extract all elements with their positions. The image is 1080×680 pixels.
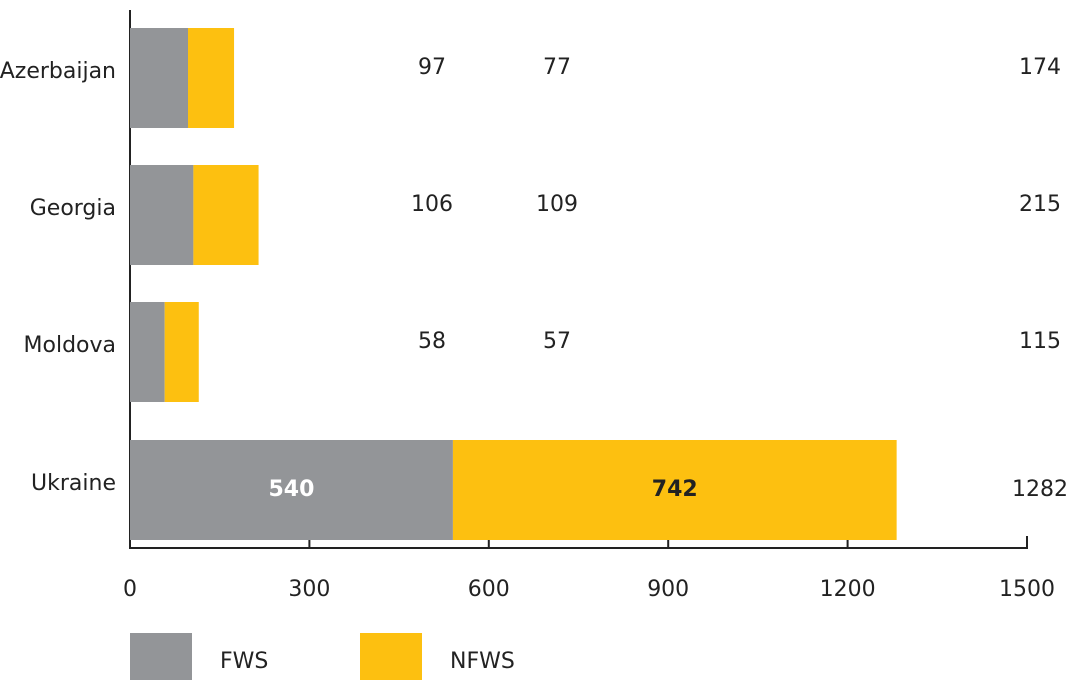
- data-label: 106: [411, 192, 453, 217]
- legend-label: NFWS: [450, 649, 515, 674]
- y-tick-label: Moldova: [24, 333, 116, 358]
- bar-segment: [130, 302, 165, 402]
- total-label: 1282: [1012, 477, 1068, 502]
- y-tick-label: Georgia: [30, 196, 116, 221]
- data-label: 97: [418, 55, 446, 80]
- data-label: 540: [268, 477, 314, 502]
- total-label: 115: [1019, 329, 1061, 354]
- legend-swatch: [130, 633, 192, 680]
- bar-segment: [452, 440, 897, 540]
- legend-label: FWS: [220, 649, 268, 674]
- x-tick-label: 900: [647, 577, 689, 602]
- y-tick-label: Azerbaijan: [0, 59, 116, 84]
- data-label: 109: [536, 192, 578, 217]
- bar-segment: [188, 28, 235, 128]
- y-tick-label: Ukraine: [31, 471, 116, 496]
- bar-segment: [130, 440, 453, 540]
- data-label: 742: [652, 477, 698, 502]
- bar-segment: [130, 165, 194, 265]
- legend-swatch: [360, 633, 422, 680]
- x-tick-label: 1200: [820, 577, 876, 602]
- x-tick-label: 1500: [999, 577, 1055, 602]
- data-label: 77: [543, 55, 571, 80]
- total-label: 174: [1019, 55, 1061, 80]
- data-label: 58: [418, 329, 446, 354]
- data-label: 57: [543, 329, 571, 354]
- x-tick-label: 300: [288, 577, 330, 602]
- bar-segment: [164, 302, 199, 402]
- x-tick-label: 600: [468, 577, 510, 602]
- bar-segment: [130, 28, 189, 128]
- bar-segment: [193, 165, 259, 265]
- total-label: 215: [1019, 192, 1061, 217]
- x-tick-label: 0: [123, 577, 137, 602]
